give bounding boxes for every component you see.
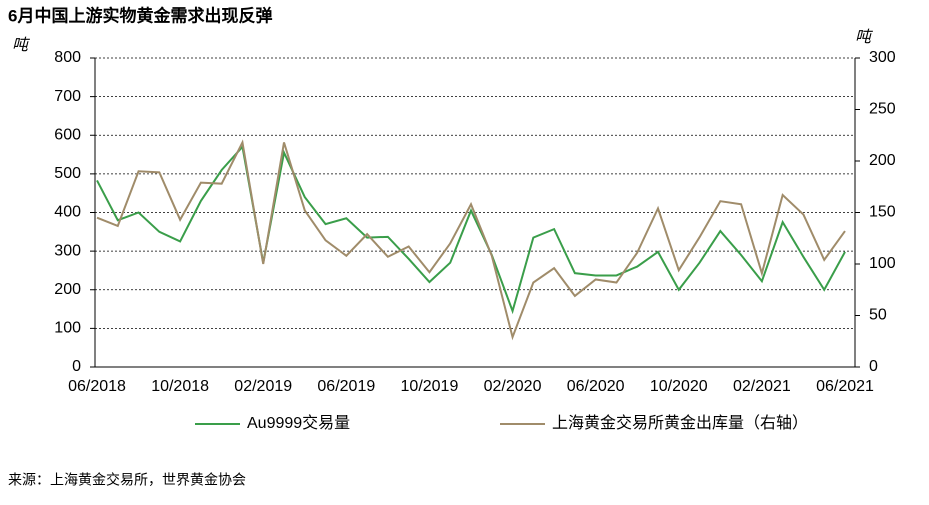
x-tick-label: 02/2020 bbox=[484, 378, 542, 395]
series-line bbox=[96, 139, 846, 341]
y-tick-label: 500 bbox=[54, 165, 81, 182]
y2-tick-label: 0 bbox=[869, 358, 878, 375]
y-tick-label: 0 bbox=[72, 358, 81, 375]
y-axis-label: 吨 bbox=[12, 36, 31, 54]
x-tick-label: 06/2020 bbox=[567, 378, 625, 395]
x-tick-label: 02/2021 bbox=[733, 378, 791, 395]
legend-label: Au9999交易量 bbox=[247, 414, 350, 432]
y2-tick-label: 100 bbox=[869, 255, 896, 272]
x-tick-label: 02/2019 bbox=[234, 378, 292, 395]
x-tick-label: 10/2019 bbox=[401, 378, 459, 395]
y-tick-label: 800 bbox=[54, 49, 81, 66]
legend-label: 上海黄金交易所黄金出库量（右轴） bbox=[552, 414, 808, 432]
y2-tick-label: 50 bbox=[869, 307, 887, 324]
y-tick-label: 100 bbox=[54, 320, 81, 337]
x-tick-label: 10/2020 bbox=[650, 378, 708, 395]
y-tick-label: 600 bbox=[54, 126, 81, 143]
y-tick-label: 200 bbox=[54, 281, 81, 298]
y-tick-label: 300 bbox=[54, 242, 81, 259]
x-tick-label: 06/2019 bbox=[317, 378, 375, 395]
y-tick-label: 700 bbox=[54, 88, 81, 105]
chart-title: 6月中国上游实物黄金需求出现反弹 bbox=[8, 5, 272, 25]
x-tick-label: 06/2021 bbox=[816, 378, 874, 395]
y2-tick-label: 300 bbox=[869, 49, 896, 66]
y2-tick-label: 250 bbox=[869, 101, 896, 118]
y2-tick-label: 200 bbox=[869, 152, 896, 169]
y-tick-label: 400 bbox=[54, 204, 81, 221]
source-note: 来源：上海黄金交易所，世界黄金协会 bbox=[8, 472, 246, 488]
y2-tick-label: 150 bbox=[869, 204, 896, 221]
x-tick-label: 06/2018 bbox=[68, 378, 126, 395]
y2-axis-label: 吨 bbox=[855, 28, 874, 46]
series-line bbox=[96, 144, 846, 315]
x-tick-label: 10/2018 bbox=[151, 378, 209, 395]
